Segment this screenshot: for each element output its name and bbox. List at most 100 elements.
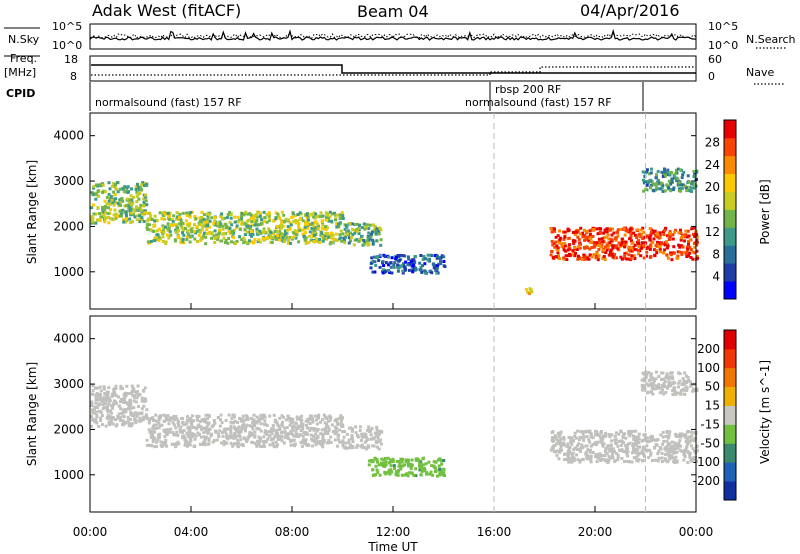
heatmap-cell [354, 431, 358, 435]
heatmap-cell [360, 435, 364, 439]
heatmap-cell [230, 223, 234, 227]
heatmap-cell [555, 244, 559, 248]
heatmap-cell [303, 432, 307, 436]
heatmap-cell [301, 219, 305, 223]
velocity-heatmap [90, 370, 699, 478]
heatmap-cell [221, 227, 225, 231]
time-markers [493, 113, 646, 512]
heatmap-cell [114, 186, 118, 190]
heatmap-cell [155, 233, 159, 237]
heatmap-cell [434, 268, 438, 272]
heatmap-cell [665, 183, 669, 187]
heatmap-cell [570, 460, 574, 464]
heatmap-cell [102, 214, 106, 217]
heatmap-cell [623, 245, 627, 249]
heatmap-cell [667, 234, 671, 238]
heatmap-cell [220, 421, 224, 425]
heatmap-cell [610, 253, 614, 256]
date-title: 04/Apr/2016 [580, 1, 680, 20]
heatmap-cell [696, 256, 699, 260]
heatmap-cell [315, 222, 319, 226]
heatmap-cell [126, 191, 130, 194]
heatmap-cell [337, 433, 341, 437]
heatmap-cell [113, 193, 117, 197]
heatmap-cell [114, 197, 118, 201]
heatmap-cell [585, 435, 589, 439]
heatmap-cell [557, 457, 561, 461]
heatmap-cell [578, 246, 582, 250]
heatmap-cell [607, 433, 611, 436]
heatmap-cell [109, 411, 113, 415]
heatmap-cell [356, 433, 360, 437]
heatmap-cell [96, 194, 100, 198]
heatmap-cell [210, 216, 214, 220]
heatmap-cell [683, 184, 687, 188]
heatmap-cell [562, 458, 566, 462]
heatmap-cell [178, 222, 182, 226]
heatmap-cell [132, 195, 136, 199]
heatmap-cell [690, 182, 694, 186]
heatmap-cell [341, 443, 345, 447]
heatmap-cell [337, 222, 341, 226]
heatmap-cell [213, 229, 217, 233]
heatmap-cell [290, 215, 294, 219]
heatmap-cell [375, 425, 379, 429]
heatmap-cell [604, 431, 607, 435]
heatmap-cell [428, 472, 432, 476]
heatmap-cell [654, 438, 658, 442]
heatmap-cell [346, 229, 350, 233]
heatmap-cell [130, 207, 134, 211]
heatmap-cell [318, 237, 322, 241]
heatmap-cell [288, 432, 292, 436]
heatmap-cell [367, 459, 371, 463]
heatmap-cell [111, 405, 115, 409]
heatmap-cell [603, 453, 607, 457]
heatmap-cell [651, 231, 655, 235]
heatmap-cell [229, 431, 233, 435]
heatmap-cell [653, 254, 657, 258]
heatmap-cell [679, 228, 682, 232]
colorbar-tick-label: 200 [697, 342, 720, 356]
heatmap-cell [645, 444, 649, 448]
heatmap-cell [654, 244, 658, 248]
heatmap-cell [276, 229, 280, 233]
heatmap-cell [672, 173, 676, 177]
heatmap-cell [110, 394, 114, 398]
heatmap-cell [134, 421, 138, 425]
heatmap-cell [410, 472, 414, 476]
heatmap-cell [148, 418, 151, 422]
heatmap-cell [106, 390, 110, 394]
heatmap-cell [151, 440, 155, 444]
colorbar-tick-label: 16 [705, 203, 720, 217]
heatmap-cell [567, 460, 571, 464]
heatmap-cell [569, 440, 573, 444]
heatmap-cell [149, 217, 153, 221]
heatmap-cell [175, 417, 179, 421]
heatmap-cell [640, 378, 644, 382]
heatmap-cell [186, 415, 189, 419]
heatmap-cell [117, 395, 121, 399]
heatmap-cell [248, 233, 252, 236]
heatmap-cell [214, 429, 218, 433]
heatmap-cell [625, 251, 629, 255]
heatmap-cell [442, 459, 446, 462]
heatmap-cell [324, 417, 328, 420]
heatmap-cell [110, 406, 114, 410]
heatmap-cell [685, 245, 689, 249]
heatmap-cell [678, 433, 682, 436]
heatmap-cell [190, 230, 194, 234]
heatmap-cell [301, 438, 305, 442]
heatmap-cell [551, 436, 555, 439]
heatmap-cell [649, 382, 653, 386]
heatmap-cell [573, 254, 577, 258]
heatmap-cell [103, 396, 107, 400]
heatmap-cell [550, 230, 554, 234]
heatmap-cell [678, 448, 682, 452]
heatmap-cell [644, 180, 648, 184]
heatmap-cell [121, 199, 125, 203]
heatmap-cell [140, 418, 144, 422]
nave-tick-top: 60 [708, 53, 722, 66]
heatmap-cell [257, 417, 261, 421]
heatmap-cell [157, 421, 161, 425]
heatmap-cell [305, 216, 309, 220]
